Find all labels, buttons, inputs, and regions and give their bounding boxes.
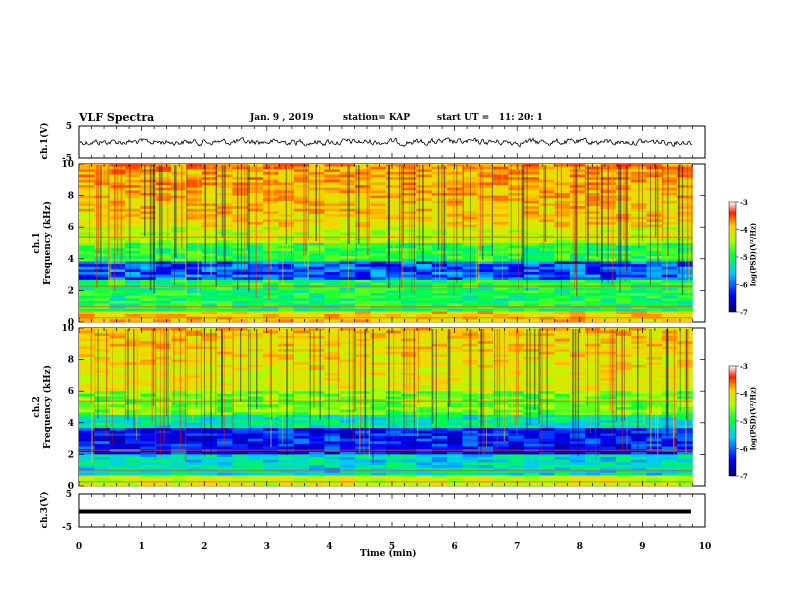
y-tick-label: 8 [68,356,74,366]
ch1-spectrogram [79,164,693,323]
ch2-freq-ylabel: ch.2 Frequency (kHz) [32,365,53,450]
colorbar-tick-label: -5 [740,417,748,426]
y-tick-label: 8 [68,192,74,202]
x-axis-label: Time (min) [360,549,417,559]
x-tick-label: 2 [201,542,207,552]
x-tick-label: 9 [639,542,645,552]
colorbar-tick-label: -6 [740,281,748,290]
x-tick-label: 1 [138,542,144,552]
ch2-colorbar-label: log(PSD)(V²/Hz) [748,386,758,451]
y-tick-label: 6 [68,387,74,397]
colorbar-tick-label: -4 [740,226,748,235]
ch1-colorbar-label: log(PSD)(V²/Hz) [748,222,758,287]
y-tick-label: 2 [68,450,74,460]
ch1-colorbar [728,201,737,313]
x-tick-label: 3 [264,542,270,552]
y-tick-label: 5 [66,490,72,500]
colorbar-tick-label: -6 [740,445,748,454]
y-tick-label: -5 [62,154,72,164]
x-tick-label: 6 [451,542,457,552]
ch1-freq-ylabel: ch.1 Frequency (kHz) [32,201,53,286]
colorbar-tick-label: -7 [740,308,748,317]
x-tick-label: 5 [389,542,395,552]
colorbar-tick-label: -4 [740,390,748,399]
colorbar-tick-label: -5 [740,253,748,262]
colorbar-tick-label: -3 [740,198,748,207]
x-tick-label: 4 [326,542,332,552]
date-label: Jan. 9 , 2019 [250,113,314,123]
x-tick-label: 8 [577,542,583,552]
y-tick-label: 0 [68,482,74,492]
station-label: station= KAP [343,113,411,123]
x-tick-label: 10 [699,542,712,552]
ch1-volt-ylabel: ch.1(V) [40,122,50,160]
x-tick-label: 0 [76,542,82,552]
ch3-volt-ylabel: ch.3(V) [40,491,50,529]
ch2-spectrogram [79,328,693,487]
y-tick-label: 10 [61,324,74,334]
chart-title: VLF Spectra [79,111,155,124]
y-tick-label: 6 [68,223,74,233]
colorbar-ticks: -3 -4 -5 -6 -7 -3 -4 -5 -6 -7 [736,198,748,481]
ch2-colorbar [728,365,737,477]
y-tick-label: 2 [68,286,74,296]
colorbar-tick-label: -7 [740,472,748,481]
colorbar-tick-label: -3 [740,362,748,371]
y-tick-label: 0 [68,318,74,328]
start-time-label: start UT = 11: 20: 1 [437,113,543,123]
y-tick-label: 4 [68,419,74,429]
y-tick-label: -5 [62,523,72,533]
y-tick-label: 5 [66,122,72,132]
y-tick-label: 10 [61,160,74,170]
y-tick-label: 4 [68,255,74,265]
x-tick-label: 7 [514,542,520,552]
ch1-waveform-line [79,137,693,148]
